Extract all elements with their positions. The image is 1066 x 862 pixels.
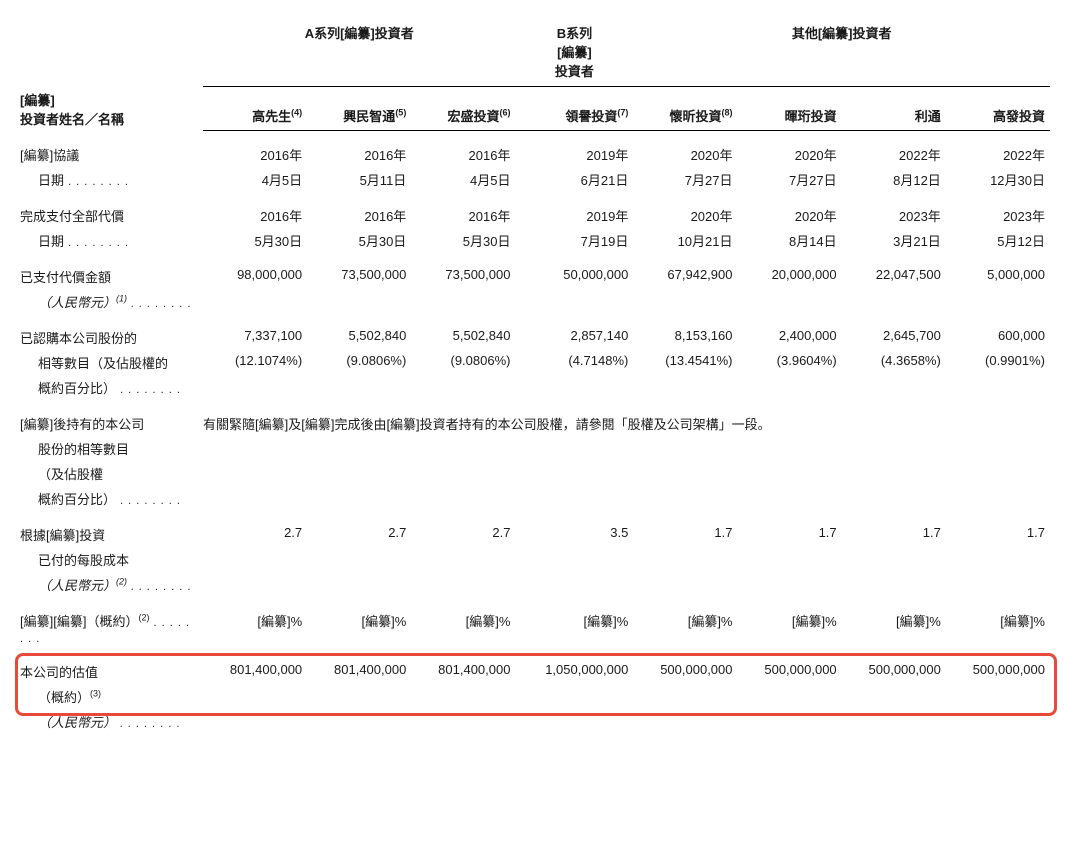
post-shares-sub1: 股份的相等數目 (20, 436, 1050, 461)
header-empty (20, 20, 203, 87)
payment-row-year: 完成支付全部代價 2016年 2016年 2016年 2019年 2020年 2… (20, 192, 1050, 228)
rmb-row: （人民幣元） (20, 709, 1050, 734)
cost-sub1: 已付的每股成本 (20, 547, 1050, 572)
agreement-row-day: 日期 4月5日 5月11日 4月5日 6月21日 7月27日 7月27日 8月1… (20, 167, 1050, 192)
paid-amount-sub: （人民幣元）(1) (20, 289, 1050, 314)
post-shares-sub2: （及佔股權 (20, 461, 1050, 486)
header-other: 其他[編纂]投資者 (633, 20, 1050, 87)
paid-amount-sublabel: （人民幣元）(1) (20, 289, 203, 314)
investor-table-wrapper: A系列[編纂]投資者 B系列 [編纂] 投資者 其他[編纂]投資者 [編纂] 投… (20, 20, 1050, 734)
shares-row-n: 已認購本公司股份的 7,337,100 5,502,840 5,502,840 … (20, 314, 1050, 350)
cost-sub2: （人民幣元）(2) (20, 572, 1050, 597)
post-shares-label: [編纂]後持有的本公司 (20, 400, 203, 436)
inv-2: 興民智通(5) (307, 87, 411, 131)
series-b-l3: 投資者 (520, 61, 628, 80)
paid-amount-row: 已支付代價金額 98,000,000 73,500,000 73,500,000… (20, 253, 1050, 289)
row-header-label: [編纂] 投資者姓名／名稱 (20, 87, 203, 131)
inv-5: 懷昕投資(8) (633, 87, 737, 131)
post-shares-text: 有關緊隨[編纂]及[編纂]完成後由[編纂]投資者持有的本公司股權，請參閱「股權及… (203, 400, 1050, 436)
inv-3: 宏盛投資(6) (411, 87, 515, 131)
post-shares-row: [編纂]後持有的本公司 有關緊隨[編纂]及[編纂]完成後由[編纂]投資者持有的本… (20, 400, 1050, 436)
inv-8: 高發投資 (946, 87, 1050, 131)
investor-table: A系列[編纂]投資者 B系列 [編纂] 投資者 其他[編纂]投資者 [編纂] 投… (20, 20, 1050, 734)
header-series-a: A系列[編纂]投資者 (203, 20, 515, 87)
shares-row-p: 相等數目（及佔股權的 (12.1074%) (9.0806%) (9.0806%… (20, 350, 1050, 375)
approx-label: [編纂][編纂]（概約）(2) (20, 597, 203, 648)
approx-row: [編纂][編纂]（概約）(2) [編纂]% [編纂]% [編纂]% [編纂]% … (20, 597, 1050, 648)
agreement-sublabel: 日期 (20, 167, 203, 192)
post-shares-sub3: 概約百分比） (20, 486, 1050, 511)
valuation-row: 本公司的估值 801,400,000 801,400,000 801,400,0… (20, 648, 1050, 684)
valuation-sublabel: （概約）(3) (20, 684, 203, 709)
sub-header-row: [編纂] 投資者姓名／名稱 高先生(4) 興民智通(5) 宏盛投資(6) 領譽投… (20, 87, 1050, 131)
cost-per-share-row: 根據[編纂]投資 2.7 2.7 2.7 3.5 1.7 1.7 1.7 1.7 (20, 511, 1050, 547)
header-group-row: A系列[編纂]投資者 B系列 [編纂] 投資者 其他[編纂]投資者 (20, 20, 1050, 87)
series-b-l1: B系列 (520, 23, 628, 42)
payment-sublabel: 日期 (20, 228, 203, 253)
rmb-label: （人民幣元） (20, 709, 203, 734)
shares-label: 已認購本公司股份的 (20, 314, 203, 350)
header-series-b: B系列 [編纂] 投資者 (515, 20, 633, 87)
inv-6: 暉珩投資 (738, 87, 842, 131)
rh-l1: [編纂] (20, 90, 198, 109)
valuation-label: 本公司的估值 (20, 648, 203, 684)
valuation-sub-row: （概約）(3) (20, 684, 1050, 709)
shares-row-sub2: 概約百分比） (20, 375, 1050, 400)
cost-label: 根據[編纂]投資 (20, 511, 203, 547)
shares-sublabel1: 相等數目（及佔股權的 (20, 350, 203, 375)
series-b-l2: [編纂] (520, 42, 628, 61)
payment-label: 完成支付全部代價 (20, 192, 203, 228)
paid-amount-label: 已支付代價金額 (20, 253, 203, 289)
inv-1: 高先生(4) (203, 87, 307, 131)
agreement-row-year: [編纂]協議 2016年 2016年 2016年 2019年 2020年 202… (20, 131, 1050, 168)
inv-7: 利通 (842, 87, 946, 131)
payment-row-day: 日期 5月30日 5月30日 5月30日 7月19日 10月21日 8月14日 … (20, 228, 1050, 253)
inv-4: 領譽投資(7) (515, 87, 633, 131)
agreement-label: [編纂]協議 (20, 131, 203, 168)
rh-l2: 投資者姓名／名稱 (20, 109, 198, 128)
shares-sublabel2: 概約百分比） (20, 375, 203, 400)
